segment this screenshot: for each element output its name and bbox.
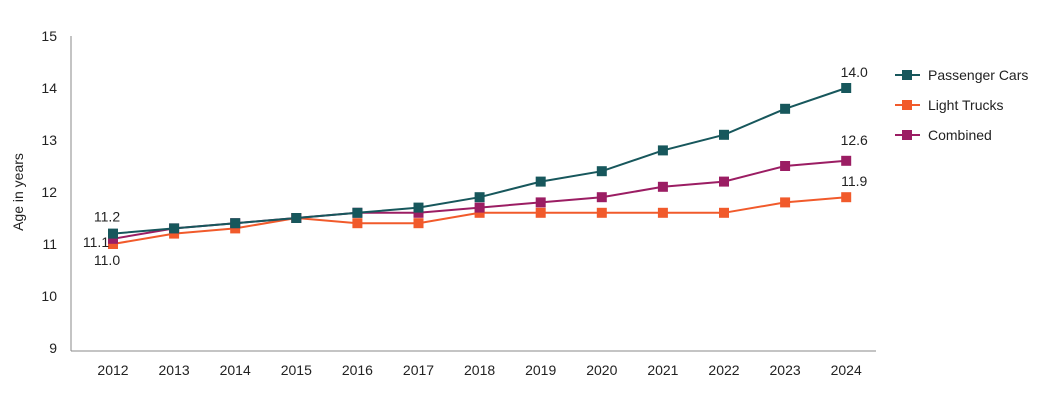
legend-marker	[902, 100, 912, 110]
legend-marker	[902, 70, 912, 80]
x-tick-labels: 2012 2013 2014 2015 2016 2017 2018 2019 2020 2021…	[97, 362, 862, 378]
x-tick-label: 2020	[586, 362, 617, 378]
data-point-marker	[352, 207, 363, 218]
y-tick-label: 15	[41, 28, 57, 44]
data-point-marker	[108, 233, 118, 244]
data-point-marker	[841, 155, 852, 166]
x-tick-label: 2023	[770, 362, 801, 378]
x-tick-label: 2014	[220, 362, 251, 378]
x-tick-label: 2018	[464, 362, 495, 378]
x-tick-label: 2015	[281, 362, 312, 378]
data-point-marker	[596, 192, 607, 203]
data-point-marker	[230, 218, 241, 229]
data-point-marker	[780, 197, 791, 208]
legend-item: Light Trucks	[895, 97, 1003, 113]
data-point-marker	[657, 181, 668, 192]
data-point-marker	[596, 207, 607, 218]
data-point-marker	[535, 207, 546, 218]
data-point-marker	[780, 103, 791, 114]
legend-marker	[902, 130, 912, 140]
data-point-marker	[596, 166, 607, 177]
data-label: 11.2	[94, 209, 120, 225]
x-tick-label: 2024	[831, 362, 862, 378]
axes	[70, 36, 876, 352]
data-label: 11.0	[94, 252, 120, 268]
data-point-marker	[657, 207, 668, 218]
series-passenger-cars	[108, 83, 852, 239]
y-tick-label: 10	[41, 288, 57, 304]
data-label: 11.1	[83, 234, 109, 250]
data-point-marker	[657, 145, 668, 156]
y-tick-label: 11	[42, 236, 57, 252]
data-point-marker	[719, 129, 729, 140]
legend-label: Combined	[928, 127, 992, 143]
data-point-marker	[841, 83, 852, 93]
legend-label: Passenger Cars	[928, 67, 1028, 83]
data-point-marker	[169, 223, 180, 234]
y-tick-label: 9	[49, 340, 57, 356]
data-point-marker	[108, 228, 118, 239]
data-point-marker	[413, 202, 424, 213]
x-tick-label: 2012	[97, 362, 128, 378]
data-point-marker	[719, 207, 729, 218]
x-tick-label: 2021	[647, 362, 678, 378]
legend-label: Light Trucks	[928, 97, 1003, 113]
data-label: 14.0	[841, 64, 868, 80]
data-point-marker	[413, 218, 424, 229]
data-point-marker	[352, 218, 363, 229]
data-point-marker	[474, 192, 485, 203]
data-point-marker	[780, 161, 791, 171]
series-group	[108, 83, 852, 249]
data-point-marker	[291, 213, 302, 223]
data-point-marker	[841, 192, 852, 203]
y-tick-label: 12	[41, 184, 57, 200]
data-label: 11.9	[841, 173, 867, 189]
x-tick-label: 2016	[342, 362, 373, 378]
data-point-marker	[535, 197, 546, 208]
x-tick-label: 2022	[708, 362, 739, 378]
legend-item: Passenger Cars	[895, 67, 1028, 83]
x-tick-label: 2019	[525, 362, 556, 378]
data-point-marker	[474, 207, 485, 218]
x-tick-label: 2013	[159, 362, 190, 378]
x-tick-label: 2017	[403, 362, 434, 378]
y-axis-title: Age in years	[10, 153, 26, 231]
data-point-marker	[535, 176, 546, 187]
data-point-marker	[413, 207, 424, 218]
y-tick-label: 13	[41, 132, 57, 148]
data-point-marker	[719, 176, 729, 187]
data-point-marker	[474, 202, 485, 213]
data-label: 12.6	[841, 132, 868, 148]
y-tick-labels: 9 10 11 12 13 14 15	[41, 28, 57, 356]
data-point-marker	[230, 223, 241, 234]
y-tick-label: 14	[41, 80, 57, 96]
data-point-marker	[169, 228, 180, 239]
data-point-marker	[108, 239, 118, 249]
legend-item: Combined	[895, 127, 992, 143]
legend: Passenger Cars Light Trucks Combined	[895, 67, 1028, 143]
data-labels: 11.2 11.1 11.0 14.0 12.6 11.9	[83, 64, 868, 268]
